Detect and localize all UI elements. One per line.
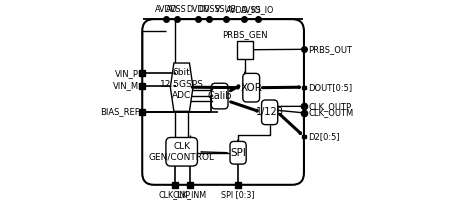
Text: BIAS_REF: BIAS_REF bbox=[100, 107, 139, 116]
Text: Calib: Calib bbox=[207, 91, 231, 101]
Text: D2[0:5]: D2[0:5] bbox=[308, 132, 339, 141]
Text: AVDD: AVDD bbox=[154, 5, 177, 14]
Text: VIN_M: VIN_M bbox=[113, 81, 139, 90]
Text: AVSS: AVSS bbox=[166, 5, 187, 14]
Text: CLK
GEN/CONTROL: CLK GEN/CONTROL bbox=[148, 142, 214, 162]
Text: CLK_OUTM: CLK_OUTM bbox=[308, 108, 353, 117]
FancyBboxPatch shape bbox=[142, 19, 303, 185]
Text: PRBS_GEN: PRBS_GEN bbox=[222, 30, 267, 39]
Text: AVSS_IO: AVSS_IO bbox=[241, 5, 274, 14]
Text: DVDD: DVDD bbox=[186, 5, 210, 14]
Polygon shape bbox=[170, 63, 193, 111]
Text: CLK_INM: CLK_INM bbox=[172, 190, 206, 199]
Text: CLK_INP: CLK_INP bbox=[158, 190, 190, 199]
Text: 1/128: 1/128 bbox=[255, 107, 283, 117]
Text: SPI: SPI bbox=[230, 148, 246, 158]
Text: DOUT[0:5]: DOUT[0:5] bbox=[308, 83, 352, 92]
Text: PRBS_OUT: PRBS_OUT bbox=[308, 45, 352, 54]
Text: VSUB: VSUB bbox=[214, 5, 236, 14]
FancyBboxPatch shape bbox=[230, 141, 246, 164]
Text: 6bit
12.5GSPS
ADC: 6bit 12.5GSPS ADC bbox=[159, 68, 203, 100]
FancyBboxPatch shape bbox=[242, 73, 259, 102]
Text: VIN_P: VIN_P bbox=[115, 69, 139, 78]
Bar bbox=[302, 86, 305, 89]
Text: XOR: XOR bbox=[240, 83, 262, 93]
Text: CLK_OUTP: CLK_OUTP bbox=[308, 102, 351, 111]
Text: DVSS: DVSS bbox=[198, 5, 220, 14]
Bar bbox=[236, 41, 252, 59]
FancyBboxPatch shape bbox=[261, 100, 277, 125]
Bar bbox=[302, 135, 305, 138]
Text: AVDD_IO: AVDD_IO bbox=[226, 5, 261, 14]
FancyBboxPatch shape bbox=[166, 138, 197, 166]
FancyBboxPatch shape bbox=[211, 83, 228, 109]
Text: SPI [0:3]: SPI [0:3] bbox=[221, 190, 254, 199]
